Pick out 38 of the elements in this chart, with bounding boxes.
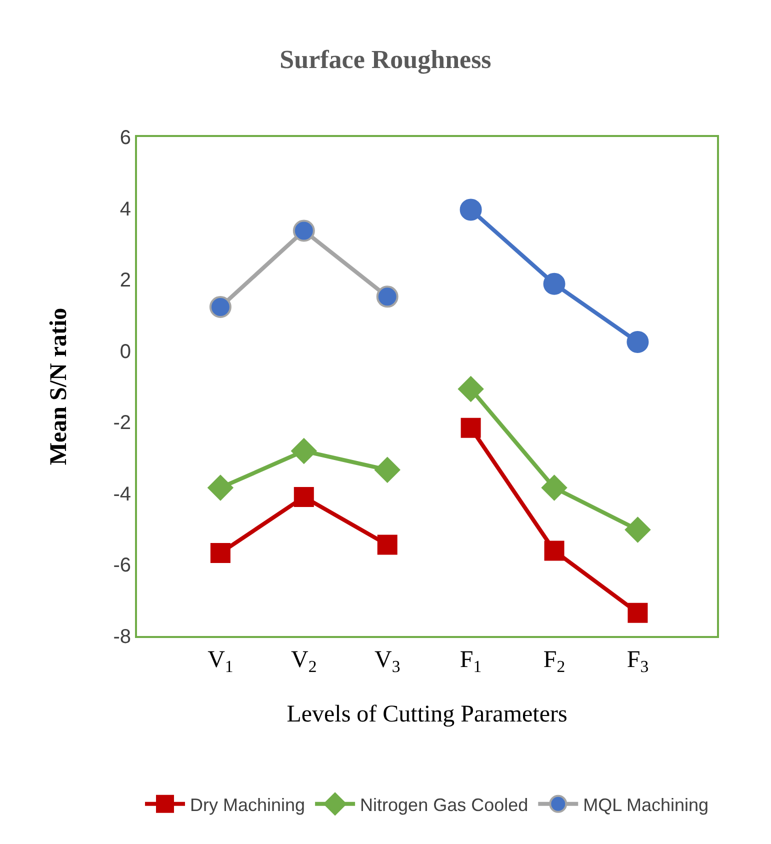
point [291,438,317,464]
point [460,418,481,438]
x-axis-title: Levels of Cutting Parameters [286,702,568,728]
x-tick-label: F$_{3}$ [626,646,649,676]
point [292,220,315,242]
x-tick-label: V$_{3}$ [374,646,400,676]
point [458,376,484,402]
x-tick-label: V$_{1}$ [208,646,234,676]
point [544,540,564,561]
point [543,272,566,295]
y-tick-label: -2 [113,412,131,434]
y-tick-label: 0 [120,340,131,363]
y-tick-label: -8 [113,626,131,648]
y-tick-label: 4 [120,198,131,220]
legend-label: Nitrogen Gas Cooled [360,794,528,815]
point [542,475,567,500]
point [374,457,400,483]
x-tick-label: V$_{2}$ [291,646,317,676]
point [376,286,398,308]
point [460,198,482,221]
y-tick-label: -4 [113,483,131,506]
chart-title: Surface Roughness [280,45,492,74]
legend-label: MQL Machining [583,794,709,815]
legend-label: Dry Machining [190,794,306,815]
point [377,534,398,555]
y-tick-label: 6 [120,127,131,149]
point [625,517,650,542]
point [294,486,314,507]
point [628,602,648,623]
point [208,475,234,500]
x-tick-label: F$_{1}$ [460,646,482,676]
x-tick-label: F$_{2}$ [543,646,566,676]
y-axis-title: Mean S/N ratio [46,308,72,466]
point [209,296,232,318]
y-tick-label: 2 [120,270,131,292]
y-tick-label: -6 [113,554,131,577]
point [626,330,649,353]
point [210,542,230,563]
